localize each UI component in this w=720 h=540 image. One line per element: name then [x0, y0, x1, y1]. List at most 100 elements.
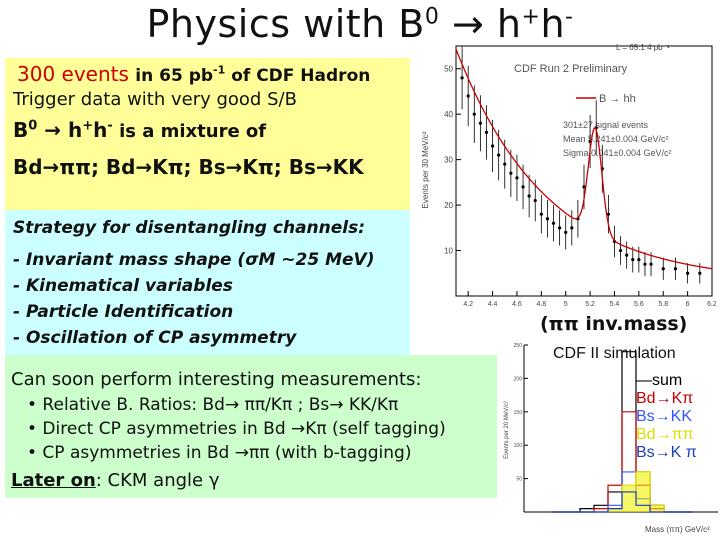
plot1-xtick-label: 6 [686, 301, 690, 308]
plot1-data-point [521, 185, 525, 189]
plot1-yaxis: 50 40 30 20 10 [444, 65, 461, 256]
plot2-yticks: 250 200 150 100 50 [514, 343, 528, 483]
title-h1-superscript: + [521, 4, 541, 30]
later-on-line: Later on: CKM angle γ [11, 470, 220, 491]
plot2-legend-item: Bs→KK [636, 408, 693, 425]
plot2-bar [622, 485, 636, 512]
strategy-item: - Invariant mass shape (σM ~25 MeV) [13, 250, 375, 270]
plot1-fit-curve [455, 48, 713, 270]
plot2-ytick-label: 50 [516, 477, 522, 483]
hh-text: h [61, 118, 83, 142]
simulation-plot: Events per 20 MeV/c² Mass (ππ) GeV/c² 25… [504, 343, 718, 534]
plot2-xlabel: Mass (ππ) GeV/c² [645, 525, 710, 534]
plot2-legend-item: Bd→ππ [636, 426, 694, 443]
measurement-bullet: • Relative B. Ratios: Bd→ ππ/Kπ ; Bs→ KK… [27, 395, 399, 415]
mixture-text: is a mixture of [112, 121, 267, 142]
plot1-xtick-label: 5.4 [610, 301, 620, 308]
plot1-data-point [490, 144, 495, 148]
plot1-data-point [698, 271, 702, 275]
hh-text-2: h [93, 118, 108, 142]
plot1-ytick-label: 40 [444, 110, 453, 119]
luminosity-sup: -1 [213, 63, 226, 77]
plot1-legend-label: B → hh [599, 93, 636, 105]
plot1-xtick-label: 4.8 [536, 301, 546, 308]
ckm-text: : CKM angle γ [95, 470, 220, 491]
plot2-ylabel: Events per 20 MeV/c² [504, 401, 510, 459]
plot1-ylabel: Events per 30 MeV/c² [421, 131, 430, 208]
plot1-data-point [497, 153, 501, 157]
plot1-xtick-label: 5.2 [585, 301, 595, 308]
plot1-data-point [460, 76, 464, 80]
events-count: 300 events [17, 62, 129, 86]
plot2-legend-item: Bs→K π [636, 444, 697, 461]
plot1-data-point [686, 271, 690, 275]
plot1-data-point [643, 262, 647, 266]
luminosity-text: in 65 pb [135, 66, 214, 86]
measurements-intro: Can soon perform interesting measurement… [11, 369, 422, 390]
plot1-data-point [472, 112, 476, 116]
title-h1: h [496, 2, 522, 46]
plot2-ytick-label: 100 [514, 443, 523, 449]
plot1-data-points [460, 46, 702, 284]
plot1-data-point [625, 253, 629, 257]
title-b-superscript: 0 [424, 4, 440, 30]
plot2-bar [636, 471, 650, 512]
plot1-xtick-label: 4.2 [463, 301, 473, 308]
plot1-xaxis: 4.2 4.4 4.6 4.8 5 5.2 5.4 5.6 5.8 6 6.2 [463, 291, 716, 308]
title-text: Physics with B [146, 2, 425, 46]
strategy-heading: Strategy for disentangling channels: [13, 218, 366, 238]
hh-sup1: + [82, 118, 94, 134]
plot1-data-point [673, 267, 678, 271]
invariant-mass-plot: L = 65.1 4 pb⁻¹ CDF Run 2 Preliminary B … [421, 43, 716, 308]
plot2-legend: —sum Bd→Kπ Bs→KK Bd→ππ Bs→K π [636, 372, 697, 462]
plot1-data-point [545, 217, 550, 221]
plot1-data-point [527, 194, 531, 198]
plot2-ytick-label: 150 [514, 410, 523, 416]
plot1-xtick-label: 4.4 [488, 301, 498, 308]
plot1-xtick-label: 5 [564, 301, 568, 308]
plot1-data-point [466, 94, 470, 98]
plot1-xtick-label: 5.6 [634, 301, 644, 308]
plot2-bar [650, 505, 664, 512]
events-line: 300 events in 65 pb-1 of CDF Hadron [17, 62, 370, 86]
plot1-ytick-label: 50 [444, 65, 453, 74]
plot1-data-point [582, 185, 586, 189]
plot1-data-point [509, 171, 513, 175]
plot1-data-point [484, 130, 489, 134]
later-on-label: Later on [11, 470, 96, 491]
plot2-legend-item: —sum [636, 372, 683, 389]
strategy-box: Strategy for disentangling channels: - I… [5, 210, 410, 355]
plot1-data-point [533, 198, 537, 203]
plot1-ytick-label: 30 [444, 156, 453, 165]
plot1-sigma: Sigma 0.041±0.004 GeV/c² [563, 148, 672, 158]
strategy-item: - Particle Identification [13, 302, 234, 322]
plot1-xtick-label: 5.8 [658, 301, 668, 308]
plot1-data-point [515, 176, 519, 180]
plot2-bar [608, 508, 622, 512]
title-h2: h [540, 2, 566, 46]
plot1-signal: 301±27 signal events [563, 120, 648, 130]
mixture-arrow: → [44, 118, 62, 142]
plot2-series-line [552, 491, 692, 513]
measurements-box: Can soon perform interesting measurement… [5, 355, 497, 498]
title-h2-superscript: - [565, 4, 574, 30]
plot1-data-point [606, 212, 610, 216]
yellow-info-box: 300 events in 65 pb-1 of CDF Hadron Trig… [5, 58, 410, 210]
plot1-xtick-label: 4.6 [512, 301, 522, 308]
plot1-mean: Mean 5.241±0.004 GeV/c² [563, 134, 669, 144]
mixture-line: B0 → h+h- is a mixture of [13, 118, 266, 142]
plot1-header: CDF Run 2 Preliminary [514, 63, 628, 75]
hadron-text: of CDF Hadron [225, 66, 371, 86]
plot2-title: CDF II simulation [553, 345, 676, 362]
measurement-bullet: • CP asymmetries in Bd →ππ (with b-taggi… [27, 443, 412, 463]
strategy-item: - Kinematical variables [13, 276, 233, 296]
plot1-data-point [551, 221, 556, 225]
plot1-data-point [631, 258, 635, 262]
slide-title: Physics with B0 → h+h- [0, 2, 720, 46]
strategy-item: - Oscillation of CP asymmetry [13, 328, 297, 348]
plot1-caption: (ππ inv.mass) [540, 313, 688, 335]
strategy-list: - Invariant mass shape (σM ~25 MeV) - Ki… [13, 250, 374, 354]
plot1-data-point [618, 248, 623, 253]
plot1-data-point [478, 121, 482, 125]
trigger-line: Trigger data with very good S/B [13, 89, 297, 110]
